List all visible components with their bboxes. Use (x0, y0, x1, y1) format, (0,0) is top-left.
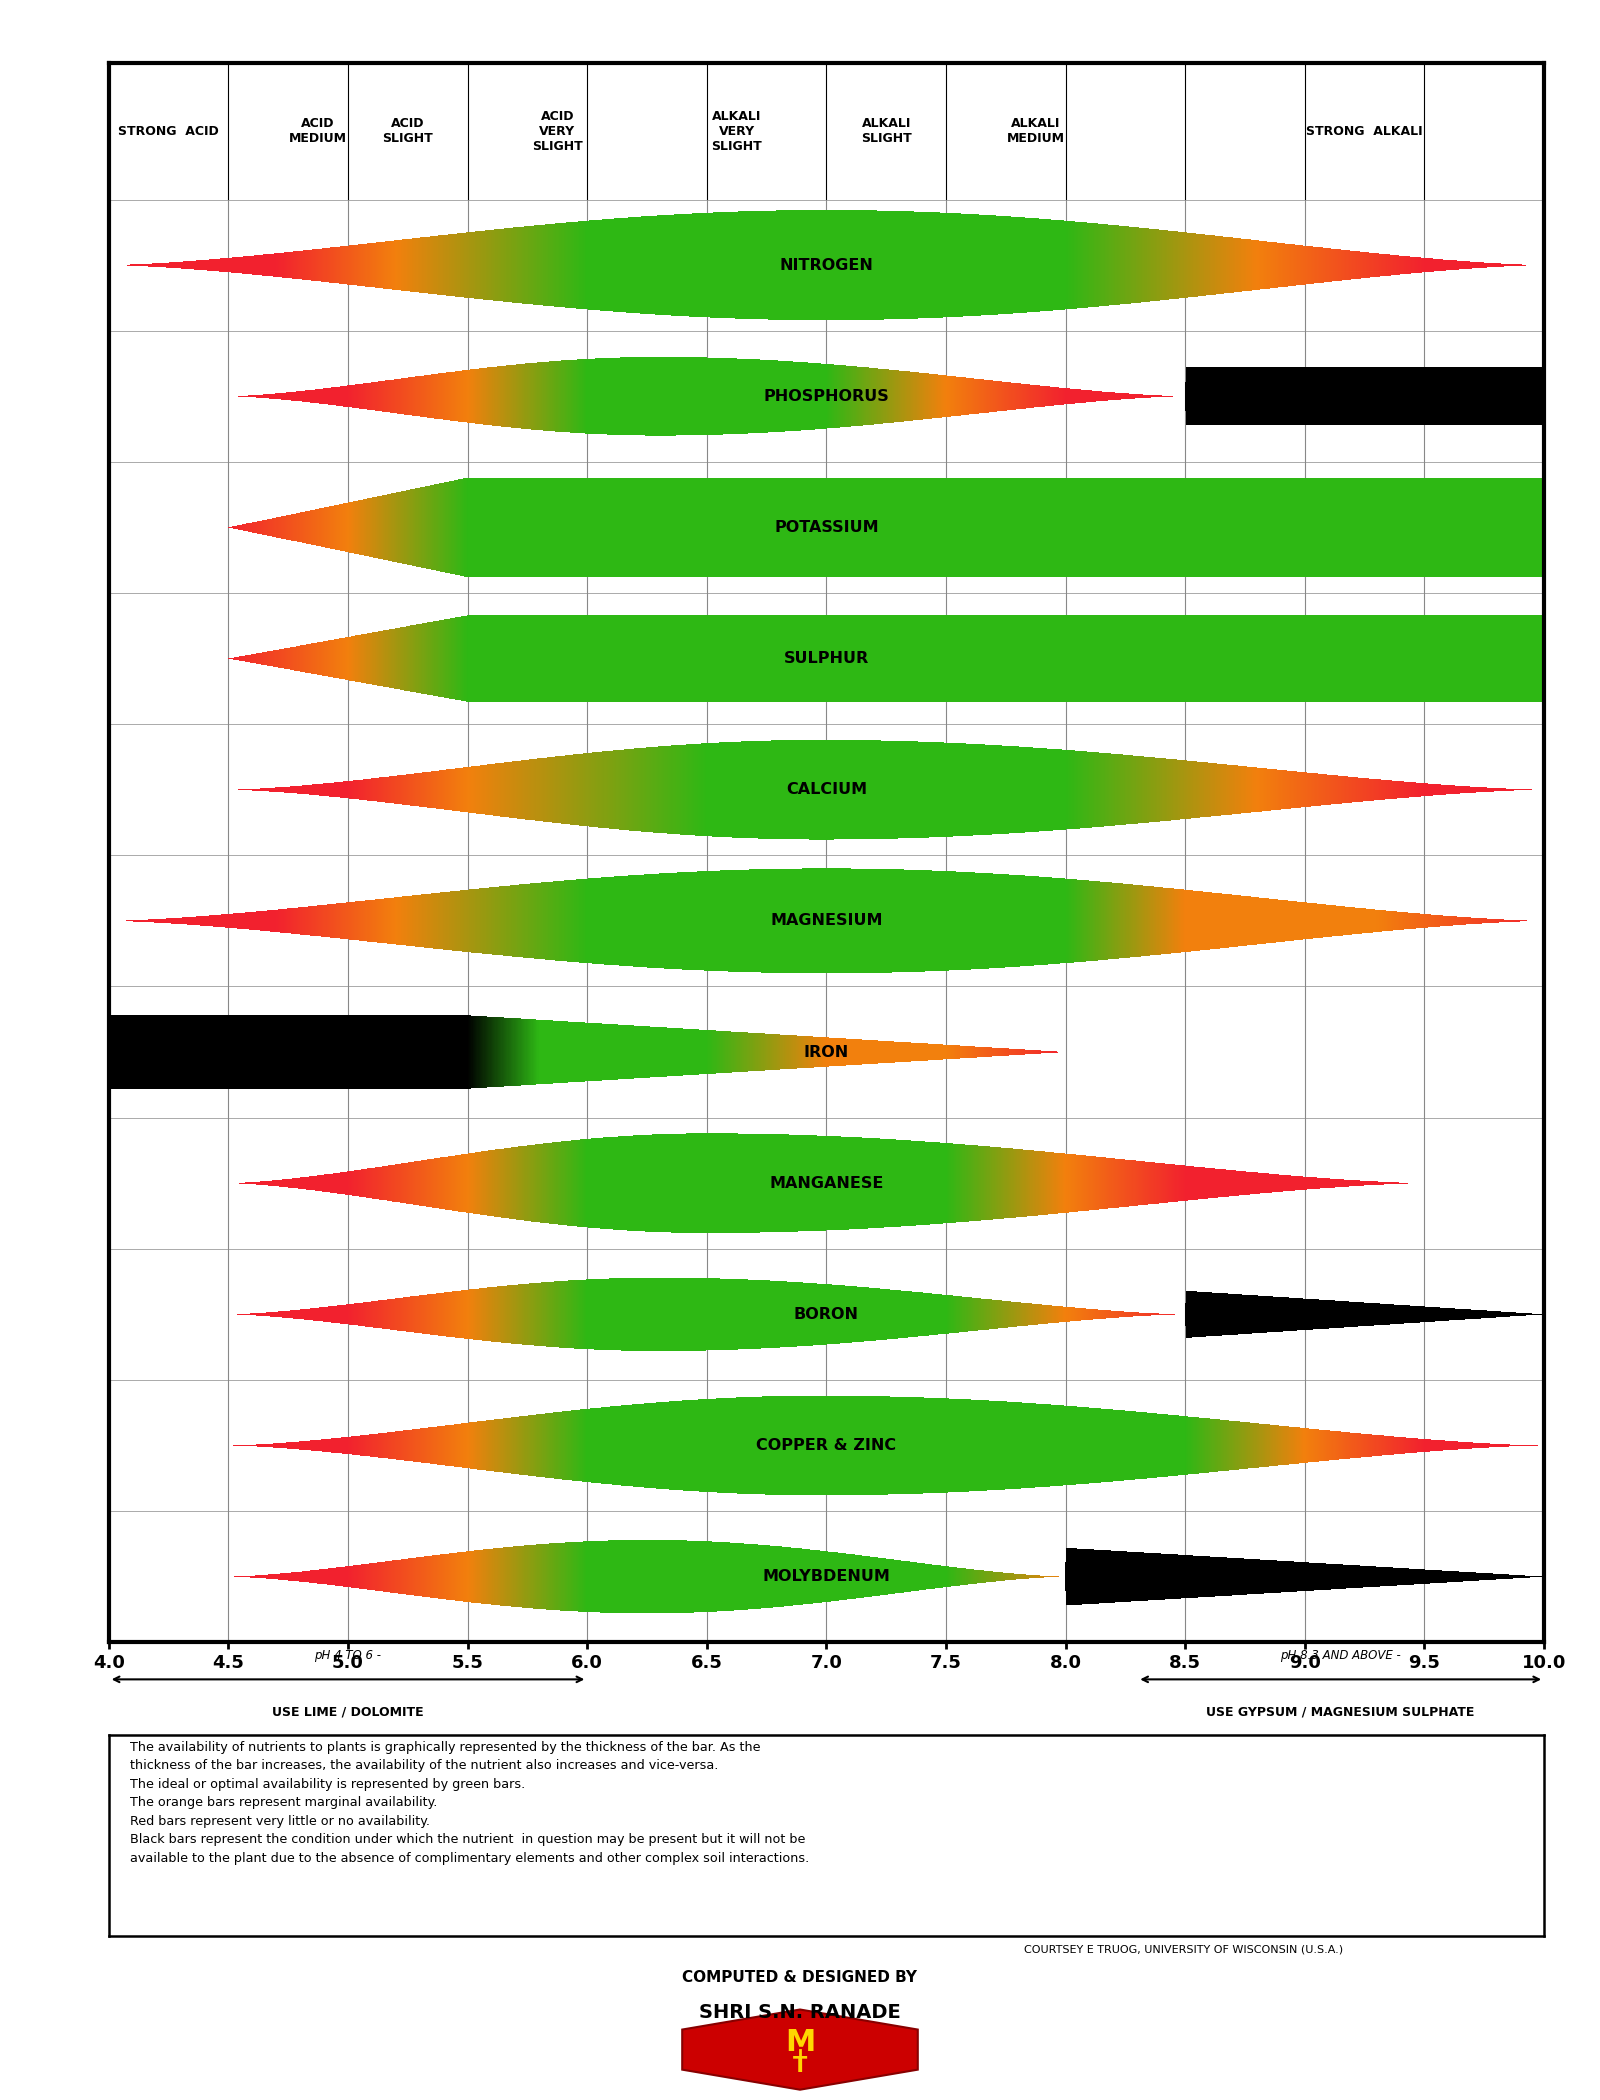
Text: pH 8.3 AND ABOVE -: pH 8.3 AND ABOVE - (1280, 1648, 1402, 1661)
Text: IRON: IRON (803, 1044, 850, 1060)
Text: ACID
SLIGHT: ACID SLIGHT (382, 118, 434, 145)
Text: COURTSEY E TRUOG, UNIVERSITY OF WISCONSIN (U.S.A.): COURTSEY E TRUOG, UNIVERSITY OF WISCONSI… (1024, 1945, 1344, 1955)
Text: STRONG  ACID: STRONG ACID (118, 124, 219, 139)
Text: MOLYBDENUM: MOLYBDENUM (763, 1569, 890, 1583)
Text: pH 4 TO 6 -: pH 4 TO 6 - (315, 1648, 381, 1661)
Text: COMPUTED & DESIGNED BY: COMPUTED & DESIGNED BY (683, 1970, 917, 1984)
Text: USE GYPSUM / MAGNESIUM SULPHATE: USE GYPSUM / MAGNESIUM SULPHATE (1206, 1705, 1475, 1718)
Text: T: T (794, 2056, 806, 2077)
Text: ACID
VERY
SLIGHT: ACID VERY SLIGHT (531, 109, 582, 153)
Polygon shape (682, 2010, 918, 2090)
Text: ALKALI
MEDIUM: ALKALI MEDIUM (1006, 118, 1064, 145)
Text: PHOSPHORUS: PHOSPHORUS (763, 388, 890, 403)
Text: MAGNESIUM: MAGNESIUM (770, 914, 883, 928)
Text: The availability of nutrients to plants is graphically represented by the thickn: The availability of nutrients to plants … (130, 1741, 810, 1865)
Text: BORON: BORON (794, 1306, 859, 1321)
Text: MANGANESE: MANGANESE (770, 1176, 883, 1191)
Text: COPPER & ZINC: COPPER & ZINC (757, 1438, 896, 1453)
Text: NITROGEN: NITROGEN (779, 258, 874, 273)
Text: POTASSIUM: POTASSIUM (774, 521, 878, 536)
Text: USE LIME / DOLOMITE: USE LIME / DOLOMITE (272, 1705, 424, 1718)
Text: M: M (786, 2029, 814, 2056)
Text: STRONG  ALKALI: STRONG ALKALI (1306, 124, 1422, 139)
Text: SHRI S.N. RANADE: SHRI S.N. RANADE (699, 2003, 901, 2022)
Text: ALKALI
VERY
SLIGHT: ALKALI VERY SLIGHT (712, 109, 762, 153)
Text: ALKALI
SLIGHT: ALKALI SLIGHT (861, 118, 912, 145)
Text: ACID
MEDIUM: ACID MEDIUM (290, 118, 347, 145)
Text: SULPHUR: SULPHUR (784, 651, 869, 666)
Text: CALCIUM: CALCIUM (786, 781, 867, 798)
